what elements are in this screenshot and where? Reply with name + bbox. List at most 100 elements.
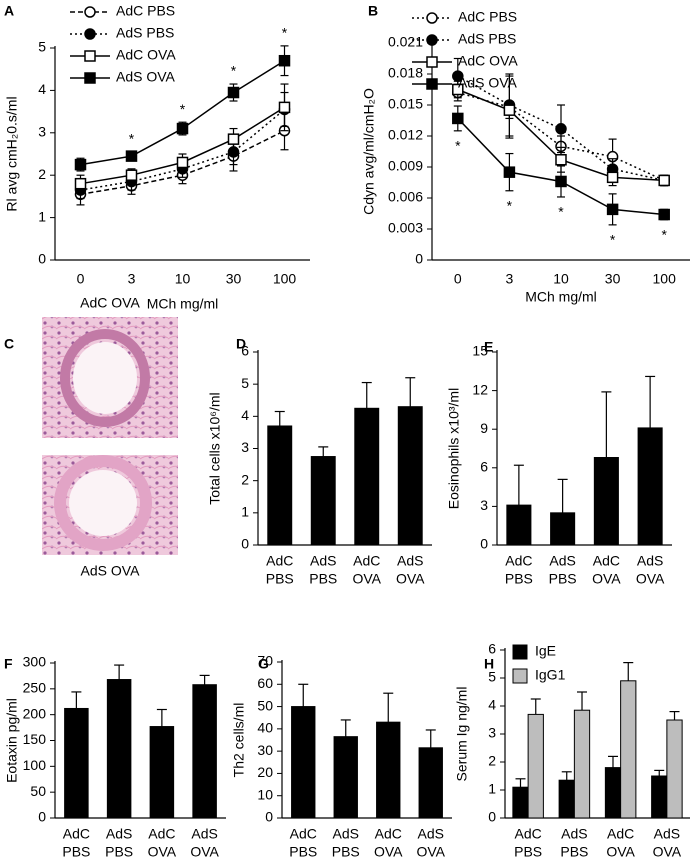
y-axis-label: Eosinophils x10³/ml (446, 388, 462, 509)
marker (658, 208, 670, 221)
legend-marker (426, 56, 438, 68)
bar (310, 456, 336, 546)
legend-label: AdS PBS (458, 31, 516, 47)
x-tick-label: PBS (105, 844, 133, 860)
y-tick-label: 70 (257, 653, 273, 669)
y-tick-label: 0 (265, 809, 273, 825)
y-tick-label: 0.012 (388, 127, 423, 143)
significance-star: * (558, 204, 564, 220)
x-tick-label: PBS (549, 571, 577, 587)
x-tick-label: 30 (605, 271, 621, 287)
bar (397, 406, 423, 546)
y-tick-label: 3 (38, 124, 46, 140)
legend-marker (84, 6, 96, 18)
marker (606, 203, 619, 216)
x-tick-label: 30 (226, 271, 242, 287)
y-tick-label: 3 (488, 725, 496, 741)
marker (74, 177, 87, 190)
significance-star: * (231, 63, 237, 79)
y-tick-label: 15 (472, 343, 488, 359)
bar (149, 726, 175, 819)
line (80, 130, 285, 196)
legend-label: IgG1 (535, 667, 566, 683)
bar (593, 457, 619, 546)
x-tick-label: AdC (290, 826, 317, 842)
y-tick-label: 12 (472, 381, 488, 397)
marker (176, 122, 189, 135)
x-tick-label: AdS (654, 826, 680, 842)
panel-letter: B (368, 3, 378, 19)
x-tick-label: AdC (607, 826, 634, 842)
significance-star: * (507, 197, 513, 213)
x-tick-label: 3 (128, 271, 136, 287)
y-tick-label: 6 (488, 641, 496, 657)
x-tick-label: 0 (454, 271, 462, 287)
x-tick-label: AdS (637, 553, 663, 569)
x-tick-label: OVA (190, 844, 219, 860)
histology-image (42, 317, 178, 438)
x-axis-label: MCh mg/ml (525, 289, 597, 305)
legend-label: IgE (535, 643, 556, 659)
x-tick-label: OVA (416, 844, 445, 860)
legend-marker (84, 50, 96, 62)
y-tick-label: 1 (488, 781, 496, 797)
y-tick-label: 4 (488, 697, 496, 713)
y-tick-label: 0 (488, 809, 496, 825)
x-tick-label: 100 (273, 271, 297, 287)
marker (176, 156, 189, 169)
legend-label: AdC OVA (458, 53, 518, 69)
y-tick-label: 3 (241, 439, 249, 455)
x-tick-label: OVA (592, 571, 621, 587)
y-tick-label: 50 (257, 697, 273, 713)
x-tick-label: AdC (63, 826, 90, 842)
legend-label: AdC OVA (116, 47, 176, 63)
x-tick-label: OVA (636, 571, 665, 587)
panel-letter: G (258, 656, 269, 672)
bar (291, 706, 316, 819)
legend-marker (426, 78, 438, 90)
y-tick-label: 0.006 (388, 189, 423, 205)
marker (503, 104, 516, 116)
y-tick-label: 60 (257, 675, 273, 691)
line (80, 108, 285, 191)
legend-swatch (512, 644, 528, 660)
x-tick-label: PBS (514, 844, 542, 860)
marker (555, 123, 567, 135)
x-tick-label: AdS (310, 553, 336, 569)
y-tick-label: 200 (23, 705, 47, 721)
y-tick-label: 2 (38, 166, 46, 182)
y-tick-label: 0 (38, 251, 46, 267)
y-tick-label: 150 (23, 731, 47, 747)
panel-letter: H (484, 656, 494, 672)
y-tick-label: 10 (257, 786, 273, 802)
x-tick-label: PBS (289, 844, 317, 860)
x-axis-label: MCh mg/ml (147, 296, 219, 312)
y-axis-label: Eotaxin pg/ml (4, 698, 20, 783)
x-tick-label: 3 (506, 271, 514, 287)
y-tick-label: 6 (480, 459, 488, 475)
panel-letter: A (4, 3, 14, 19)
x-tick-label: PBS (332, 844, 360, 860)
y-tick-label: 2 (241, 471, 249, 487)
bar (666, 719, 683, 819)
legend-swatch (512, 668, 528, 684)
legend-marker (426, 34, 438, 46)
y-tick-label: 50 (30, 783, 46, 799)
x-tick-label: PBS (266, 571, 294, 587)
bar (106, 679, 132, 819)
marker (278, 54, 291, 67)
panel-letter: C (4, 336, 14, 352)
bar (418, 747, 443, 819)
y-tick-label: 5 (38, 39, 46, 55)
y-tick-label: 5 (241, 375, 249, 391)
x-tick-label: AdS (418, 826, 444, 842)
significance-star: * (455, 138, 461, 154)
y-tick-label: 1 (38, 208, 46, 224)
y-axis-label: Th2 cells/ml (231, 703, 247, 778)
y-tick-label: 100 (23, 757, 47, 773)
marker (452, 112, 464, 125)
bar (64, 707, 89, 819)
x-tick-label: AdC (505, 553, 532, 569)
bar (376, 721, 401, 819)
